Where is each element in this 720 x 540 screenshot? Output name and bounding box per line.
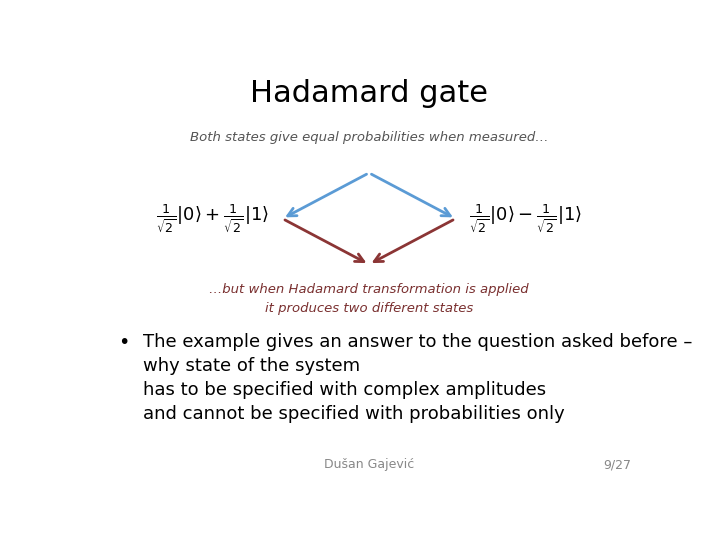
Text: and cannot be specified with probabilities only: and cannot be specified with probabiliti… (143, 406, 564, 423)
Text: •: • (118, 333, 130, 352)
Text: has to be specified with complex amplitudes: has to be specified with complex amplitu… (143, 381, 546, 399)
Text: …but when Hadamard transformation is applied: …but when Hadamard transformation is app… (210, 283, 528, 296)
Text: Dušan Gajević: Dušan Gajević (324, 458, 414, 471)
Text: 9/27: 9/27 (603, 458, 631, 471)
Text: Hadamard gate: Hadamard gate (250, 79, 488, 109)
Text: Both states give equal probabilities when measured…: Both states give equal probabilities whe… (190, 131, 548, 144)
Text: it produces two different states: it produces two different states (265, 302, 473, 315)
Text: $\frac{1}{\sqrt{2}}|0\rangle + \frac{1}{\sqrt{2}}|1\rangle$: $\frac{1}{\sqrt{2}}|0\rangle + \frac{1}{… (156, 202, 269, 235)
Text: $\frac{1}{\sqrt{2}}|0\rangle - \frac{1}{\sqrt{2}}|1\rangle$: $\frac{1}{\sqrt{2}}|0\rangle - \frac{1}{… (469, 202, 582, 235)
Text: why state of the system: why state of the system (143, 357, 360, 375)
Text: The example gives an answer to the question asked before –: The example gives an answer to the quest… (143, 333, 693, 351)
